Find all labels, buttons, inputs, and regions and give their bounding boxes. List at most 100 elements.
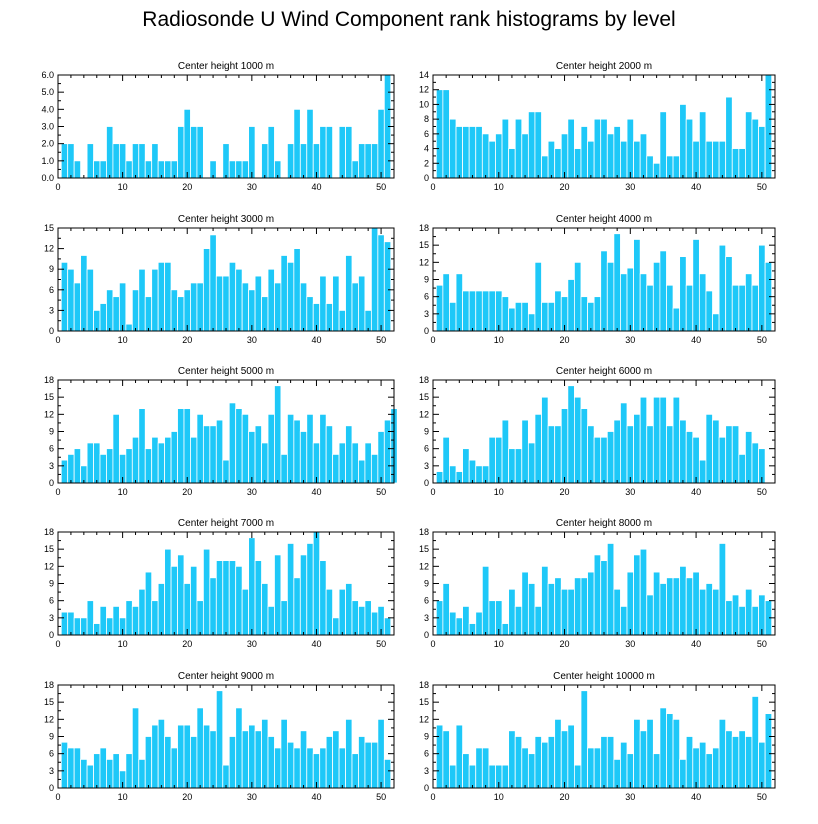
y-tick-label: 8 — [424, 114, 429, 124]
histogram-bar — [633, 554, 641, 636]
histogram-bar — [364, 442, 372, 484]
histogram-bar — [151, 268, 159, 332]
histogram-bar — [332, 730, 340, 789]
histogram-bar — [745, 111, 753, 179]
x-tick-label: 50 — [757, 792, 767, 802]
x-tick-label: 20 — [560, 639, 570, 649]
histogram-bar — [659, 111, 667, 179]
histogram-bar — [738, 730, 746, 789]
histogram-bar — [377, 431, 385, 484]
histogram-bar — [666, 284, 674, 332]
histogram-bar — [620, 605, 628, 636]
x-tick-label: 30 — [625, 639, 635, 649]
histogram-bar — [541, 741, 549, 789]
histogram-bar — [481, 747, 490, 789]
x-tick-label: 0 — [430, 487, 435, 497]
x-tick-label: 50 — [376, 182, 386, 192]
histogram-bar — [112, 413, 120, 484]
histogram-bar — [435, 724, 444, 789]
histogram-bar — [488, 140, 496, 179]
histogram-bar — [241, 282, 250, 332]
histogram-bar — [547, 736, 556, 789]
panel-8: 0 10 20 30 40 50 0 3 6 9 12 15 18 Center height 8000 … — [419, 518, 776, 649]
histogram-bar — [580, 690, 588, 789]
histogram-bar — [131, 436, 140, 484]
histogram-bar — [606, 543, 615, 636]
histogram-bar — [527, 442, 536, 484]
panel-title: Center height 10000 m — [553, 671, 655, 682]
histogram-bar — [705, 290, 713, 332]
histogram-bar — [580, 408, 588, 484]
histogram-bar — [351, 600, 359, 636]
histogram-bar — [73, 160, 82, 179]
histogram-bar — [274, 385, 282, 484]
x-tick-label: 0 — [55, 335, 60, 345]
histogram-bar — [73, 448, 82, 484]
histogram-bar — [514, 448, 523, 484]
histogram-bar — [125, 448, 133, 484]
histogram-bar — [383, 758, 392, 789]
histogram-bar — [712, 419, 720, 484]
histogram-bar — [345, 255, 353, 332]
histogram-bar — [86, 143, 94, 179]
histogram-bar — [358, 736, 366, 789]
histogram-bar — [455, 724, 463, 789]
histogram-bar — [620, 273, 628, 332]
histogram-bar — [319, 747, 327, 789]
histogram-bar — [514, 301, 523, 332]
histogram-bar — [646, 425, 654, 484]
x-tick-label: 50 — [376, 792, 386, 802]
histogram-bar — [488, 290, 496, 332]
histogram-bar — [86, 764, 94, 789]
histogram-bar — [202, 248, 211, 332]
histogram-bar — [325, 736, 334, 789]
histogram-bar — [131, 143, 140, 179]
histogram-bar — [672, 307, 681, 332]
histogram-bar — [685, 577, 694, 636]
y-tick-label: 15 — [419, 697, 429, 707]
histogram-bar — [351, 753, 359, 789]
panel-title: Center height 8000 m — [556, 518, 652, 529]
histogram-bar — [554, 148, 562, 179]
histogram-bar — [274, 554, 282, 636]
histogram-bar — [698, 459, 707, 484]
histogram-bar — [501, 296, 510, 332]
histogram-bar — [751, 118, 759, 179]
histogram-bar — [338, 442, 346, 484]
x-tick-label: 20 — [182, 639, 192, 649]
x-tick-label: 20 — [560, 792, 570, 802]
histogram-bar — [106, 126, 114, 179]
histogram-bar — [228, 261, 237, 332]
histogram-bar — [286, 143, 295, 179]
histogram-bar — [228, 736, 237, 789]
y-tick-label: 9 — [424, 427, 429, 437]
x-tick-label: 40 — [691, 487, 701, 497]
histogram-bar — [383, 617, 392, 636]
histogram-bar — [593, 747, 602, 789]
histogram-bar — [712, 588, 720, 636]
y-tick-label: 0 — [424, 630, 429, 640]
histogram-bar — [196, 126, 204, 179]
histogram-bar — [319, 275, 327, 332]
histogram-bar — [254, 275, 262, 332]
histogram-bar — [593, 554, 602, 636]
histogram-bar — [580, 126, 588, 179]
histogram-bar — [73, 617, 82, 636]
histogram-bar — [215, 275, 224, 332]
histogram-bar — [131, 289, 140, 332]
histogram-bar — [248, 289, 256, 332]
histogram-bar — [475, 611, 483, 636]
histogram-bar — [157, 583, 166, 636]
histogram-bar — [488, 764, 496, 789]
histogram-bar — [554, 290, 562, 332]
histogram-bar — [286, 543, 295, 636]
histogram-bar — [138, 268, 146, 332]
histogram-bar — [370, 611, 379, 636]
histogram-bar — [751, 605, 759, 636]
y-tick-label: 4.0 — [41, 104, 54, 114]
histogram-bar — [235, 707, 243, 789]
histogram-bar — [183, 408, 191, 484]
histogram-bar — [600, 436, 608, 484]
histogram-bar — [725, 730, 733, 789]
histogram-bar — [125, 160, 133, 179]
